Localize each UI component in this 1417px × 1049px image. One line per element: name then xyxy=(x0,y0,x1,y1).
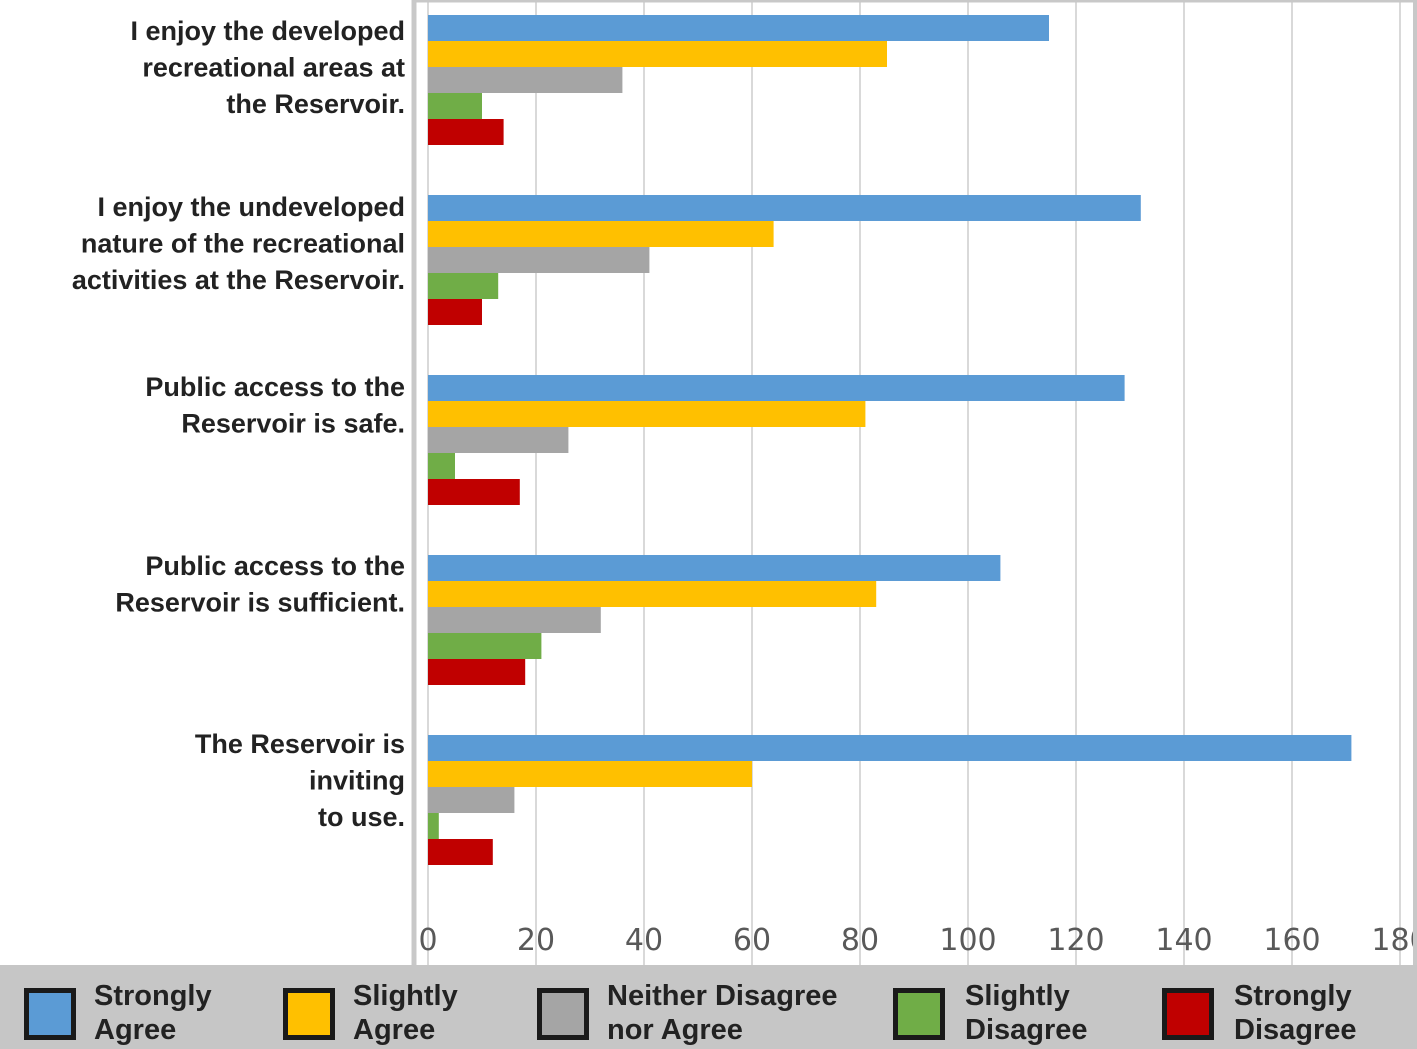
legend-label-strongly-agree: Strongly Agree xyxy=(94,980,212,1046)
x-tick-label-20: 20 xyxy=(517,923,555,958)
x-tick-label-80: 80 xyxy=(841,923,879,958)
category-label-2: I enjoy the undeveloped nature of the rec… xyxy=(72,192,405,295)
gridlines xyxy=(427,0,1401,965)
bar-neither-disagree-nor-agree-5 xyxy=(428,787,515,813)
legend-swatch-slightly-agree xyxy=(283,988,335,1040)
bar-strongly-agree-2 xyxy=(428,195,1141,221)
x-tick-label-100: 100 xyxy=(939,923,996,958)
bar-neither-disagree-nor-agree-1 xyxy=(428,67,623,93)
bar-strongly-disagree-4 xyxy=(428,659,526,685)
category-label-1: I enjoy the developed recreational areas … xyxy=(130,16,405,119)
bar-slightly-disagree-3 xyxy=(428,453,455,479)
x-tick-label-40: 40 xyxy=(625,923,663,958)
plot-background xyxy=(0,0,1417,965)
x-tick-label-140: 140 xyxy=(1155,923,1212,958)
bar-slightly-agree-4 xyxy=(428,581,877,607)
x-tick-label-120: 120 xyxy=(1047,923,1104,958)
bar-strongly-agree-3 xyxy=(428,375,1125,401)
bars xyxy=(428,15,1352,865)
bar-slightly-disagree-1 xyxy=(428,93,482,119)
bar-slightly-agree-1 xyxy=(428,41,887,67)
bar-slightly-disagree-2 xyxy=(428,273,499,299)
legend-swatch-strongly-agree xyxy=(24,988,76,1040)
bar-strongly-disagree-3 xyxy=(428,479,520,505)
bar-strongly-agree-1 xyxy=(428,15,1049,41)
bar-neither-disagree-nor-agree-4 xyxy=(428,607,601,633)
category-label-5: The Reservoir is inviting to use. xyxy=(195,729,405,832)
bar-slightly-disagree-5 xyxy=(428,813,439,839)
bar-strongly-agree-4 xyxy=(428,555,1001,581)
bar-strongly-disagree-2 xyxy=(428,299,482,325)
bar-neither-disagree-nor-agree-2 xyxy=(428,247,650,273)
legend-label-slightly-agree: Slightly Agree xyxy=(353,980,458,1046)
bar-strongly-agree-5 xyxy=(428,735,1352,761)
x-tick-label-180: 180 xyxy=(1371,923,1417,958)
legend-swatch-neither xyxy=(537,988,589,1040)
legend-label-strongly-disagree: Strongly Disagree xyxy=(1234,980,1357,1046)
legend: Strongly Agree Slightly Agree Neither Disa… xyxy=(0,965,1417,1049)
bar-slightly-agree-2 xyxy=(428,221,774,247)
bar-strongly-disagree-5 xyxy=(428,839,493,865)
bar-slightly-agree-3 xyxy=(428,401,866,427)
x-tick-label-60: 60 xyxy=(733,923,771,958)
legend-swatch-slightly-disagree xyxy=(893,988,945,1040)
bar-chart: I enjoy the developed recreational areas … xyxy=(0,0,1417,965)
legend-label-neither: Neither Disagree nor Agree xyxy=(607,980,838,1046)
x-axis-ticks: 0 20 40 60 80 100 120 140 160 180 xyxy=(418,923,1417,958)
x-tick-label-160: 160 xyxy=(1263,923,1320,958)
bar-slightly-disagree-4 xyxy=(428,633,542,659)
category-label-4: Public access to the Reservoir is suffici… xyxy=(115,551,405,618)
legend-label-slightly-disagree: Slightly Disagree xyxy=(965,980,1088,1046)
bar-slightly-agree-5 xyxy=(428,761,752,787)
category-label-3: Public access to the Reservoir is safe. xyxy=(145,372,405,439)
bar-strongly-disagree-1 xyxy=(428,119,504,145)
x-tick-label-0: 0 xyxy=(418,923,437,958)
bar-neither-disagree-nor-agree-3 xyxy=(428,427,569,453)
legend-swatch-strongly-disagree xyxy=(1162,988,1214,1040)
category-labels: I enjoy the developed recreational areas … xyxy=(72,16,405,832)
